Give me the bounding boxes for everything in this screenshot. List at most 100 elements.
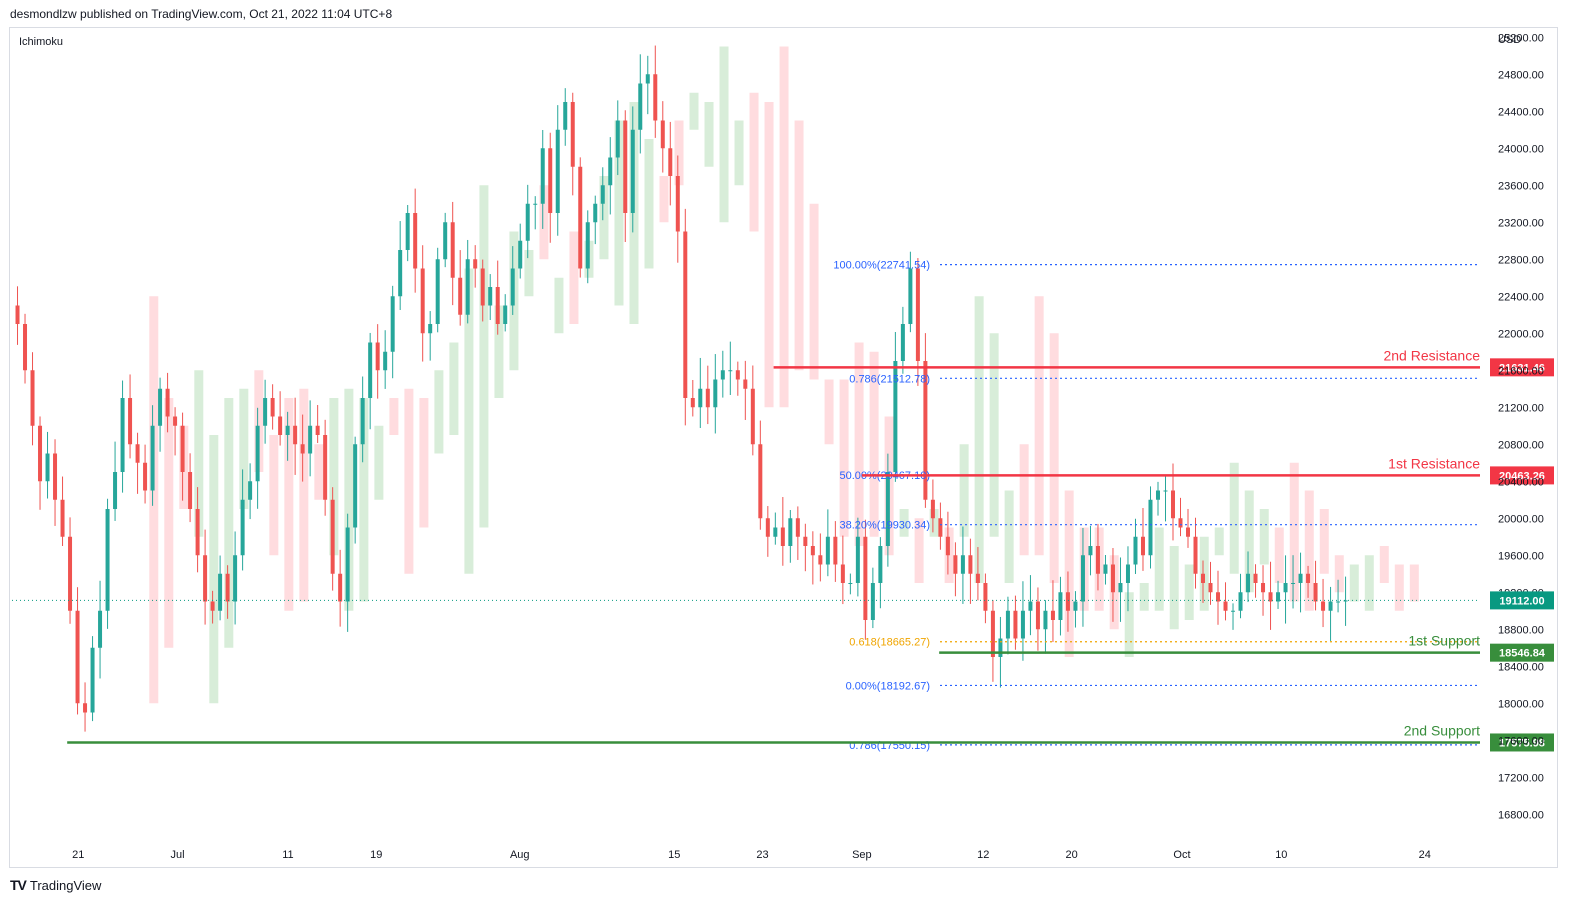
y-tick-label: 18800.00	[1498, 624, 1544, 636]
cloud-segment	[1334, 555, 1344, 593]
candle-body	[1291, 583, 1296, 584]
candle-body	[1163, 490, 1168, 492]
candle-body	[210, 601, 215, 611]
indicator-label[interactable]: Ichimoku	[19, 36, 64, 48]
cloud-segment	[749, 92, 759, 232]
candle-body	[1140, 536, 1145, 556]
candle-body	[698, 388, 703, 408]
x-tick-label: Aug	[510, 849, 530, 861]
cloud-segment	[914, 518, 924, 583]
candle-body	[585, 222, 590, 269]
cloud-segment	[659, 176, 669, 223]
cloud-segment	[1304, 490, 1314, 611]
cloud-segment	[644, 139, 654, 269]
y-tick-label: 22800.00	[1498, 254, 1544, 266]
cloud-segment	[554, 277, 564, 334]
cloud-segment	[569, 231, 579, 324]
candle-body	[638, 83, 643, 130]
candle-body	[30, 370, 35, 426]
candle-body	[203, 555, 208, 602]
candle-body	[105, 509, 110, 611]
candle-body	[563, 102, 568, 130]
footer: TV TradingView	[10, 877, 101, 893]
candle-body	[113, 472, 118, 509]
candle-body	[315, 425, 320, 435]
x-tick-label: 24	[1419, 849, 1431, 861]
level-name: 1st Support	[1408, 633, 1480, 649]
candle-body	[608, 157, 613, 186]
candle-body	[728, 370, 733, 372]
candle-body	[1125, 564, 1130, 583]
cloud-segment	[1049, 333, 1059, 583]
fib-label: 0.618(18665.27)	[849, 637, 930, 649]
y-tick-label: 20400.00	[1498, 476, 1544, 488]
cloud-segment	[314, 444, 324, 500]
candle-body	[135, 444, 140, 463]
candle-body	[345, 527, 350, 602]
candle-body	[323, 435, 328, 500]
candle-body	[623, 120, 628, 213]
y-axis[interactable]: 16800.00 17200.00 17600.00 18000.00 18400.00…	[12, 32, 1554, 821]
candle-body	[375, 342, 380, 371]
cloud-segment	[254, 370, 264, 472]
candle-body	[510, 268, 515, 306]
candle-body	[668, 148, 673, 176]
level-price-badge	[1490, 466, 1554, 485]
candle-body	[975, 573, 980, 583]
candle-body	[270, 398, 275, 417]
cloud-segment	[794, 120, 804, 371]
candle-body	[930, 499, 935, 519]
cloud-segment	[194, 370, 204, 537]
cloud-segment	[1394, 564, 1404, 611]
candle-body	[855, 536, 860, 583]
candle-body	[660, 120, 665, 149]
candle-body	[68, 536, 73, 611]
cloud-segment	[1289, 462, 1299, 602]
x-tick-label: 11	[282, 849, 293, 861]
footer-brand: TradingView	[29, 877, 102, 893]
candle-body	[653, 74, 658, 121]
candle-body	[878, 546, 883, 583]
cloud-segment	[269, 435, 279, 556]
x-tick-label: 15	[668, 849, 680, 861]
y-tick-label: 16800.00	[1498, 809, 1544, 821]
candle-body	[353, 444, 358, 528]
y-tick-label: 22400.00	[1498, 291, 1544, 303]
candle-body	[330, 499, 335, 574]
candle-body	[765, 518, 770, 537]
x-axis[interactable]: 21 Jul 11 19 Aug 15 23 Sep 12 20 Oct 10 24	[72, 849, 1431, 861]
candle-body	[390, 296, 395, 352]
candle-body	[848, 583, 853, 584]
fib-label: 0.786(21512.78)	[849, 373, 930, 385]
level-price-badge	[1490, 733, 1554, 752]
candle-body	[480, 268, 485, 306]
y-tick-label: 18400.00	[1498, 661, 1544, 673]
cloud-segment	[449, 342, 459, 435]
cloud-segment	[359, 398, 369, 602]
cloud-segment	[299, 388, 309, 602]
cloud-segment	[164, 398, 174, 648]
candle-body	[143, 462, 148, 491]
x-tick-label: Jul	[171, 849, 185, 861]
fib-label: 0.00%(18192.67)	[846, 680, 930, 692]
candle-body	[428, 324, 433, 334]
candle-body	[98, 610, 103, 648]
candle-body	[720, 370, 725, 380]
cloud-segment	[704, 102, 714, 167]
candle-body	[1050, 610, 1055, 620]
candle-body	[1170, 490, 1175, 519]
cloud-segment	[494, 305, 504, 398]
level-price-label: 20463.26	[1499, 470, 1545, 482]
cloud-segment	[1034, 296, 1044, 556]
candle-body	[1306, 573, 1311, 583]
cloud-segment	[419, 398, 429, 528]
candle-body	[1328, 601, 1333, 611]
cloud-segment	[464, 268, 474, 574]
cloud-segment	[209, 435, 219, 704]
cloud-segment	[989, 333, 999, 537]
cloud-segment	[1004, 490, 1014, 583]
candle-body	[1298, 573, 1303, 583]
candle-body	[1065, 592, 1070, 611]
candle-body	[938, 518, 943, 537]
